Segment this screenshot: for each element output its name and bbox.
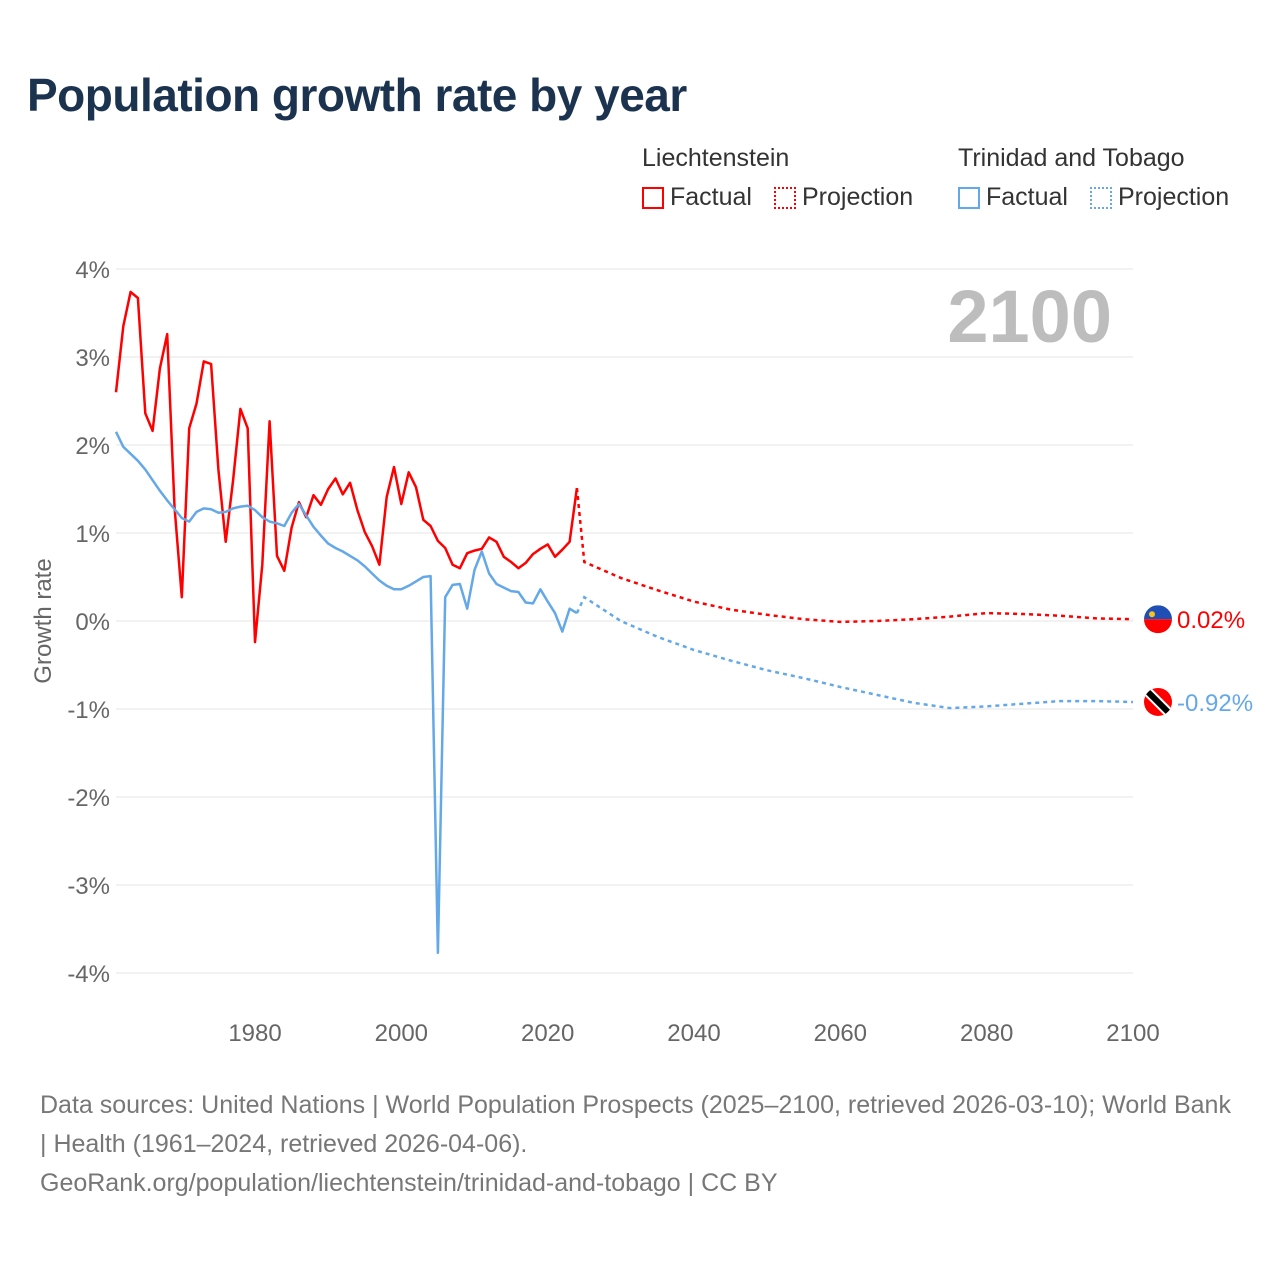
x-tick-label: 2040 <box>667 1020 720 1047</box>
year-watermark: 2100 <box>947 275 1112 358</box>
swatch-dotted-icon <box>773 186 796 209</box>
legend-factual[interactable]: Factual <box>958 183 1068 212</box>
chart-title: Population growth rate by year <box>27 69 687 121</box>
swatch-dotted-icon <box>1089 186 1112 209</box>
flag-black <box>1144 687 1172 716</box>
legend-label: Factual <box>670 183 752 211</box>
crown <box>1149 611 1155 618</box>
y-tick-label: -2% <box>67 785 110 812</box>
factual-line-1 <box>114 431 578 955</box>
data-sources: Data sources: United Nations | World Pop… <box>40 1091 1231 1158</box>
legend-liechtenstein: Liechtenstein Factual Projection <box>642 144 929 212</box>
x-tick-label: 2100 <box>1106 1020 1159 1047</box>
swatch-solid-icon <box>958 186 980 209</box>
y-tick-label: 4% <box>75 257 110 284</box>
legend-projection[interactable]: Projection <box>1089 183 1230 212</box>
x-tick-label: 2080 <box>960 1020 1013 1047</box>
flag-top <box>1144 605 1172 620</box>
y-tick-label: 0% <box>75 609 110 636</box>
y-tick-label: -3% <box>67 873 110 900</box>
projection-line-1 <box>575 595 1134 710</box>
x-tick-label: 2000 <box>375 1020 428 1047</box>
trinidad-flag-icon <box>1144 687 1172 716</box>
y-tick-label: 1% <box>75 521 110 548</box>
legend-label: Factual <box>986 183 1068 211</box>
y-tick-label: -4% <box>67 961 110 988</box>
end-value-label: -0.92% <box>1177 690 1253 717</box>
legend-label: Projection <box>801 183 914 211</box>
liechtenstein-flag-icon <box>1144 605 1172 634</box>
legend-trinidad: Trinidad and Tobago Factual Projection <box>958 144 1245 212</box>
projection-line-0 <box>575 487 1134 624</box>
legend-label: Projection <box>1117 183 1230 211</box>
y-tick-label: 2% <box>75 433 110 460</box>
x-tick-label: 1980 <box>228 1020 281 1047</box>
x-tick-label: 2060 <box>814 1020 867 1047</box>
y-axis-label: Growth rate <box>30 558 57 683</box>
factual-line-0 <box>114 290 579 644</box>
swatch-solid-icon <box>642 186 664 209</box>
y-tick-label: 3% <box>75 345 110 372</box>
legend-factual[interactable]: Factual <box>642 183 752 212</box>
end-value-label: 0.02% <box>1177 607 1245 634</box>
x-tick-label: 2020 <box>521 1020 574 1047</box>
y-tick-label: -1% <box>67 697 110 724</box>
legend-country: Liechtenstein <box>642 144 790 172</box>
flag-bottom <box>1144 619 1172 634</box>
legend-projection[interactable]: Projection <box>773 183 914 212</box>
source-url[interactable]: GeoRank.org/population/liechtenstein/tri… <box>40 1169 778 1197</box>
legend-country: Trinidad and Tobago <box>958 144 1185 172</box>
footer: Data sources: United Nations | World Pop… <box>40 1086 1240 1203</box>
